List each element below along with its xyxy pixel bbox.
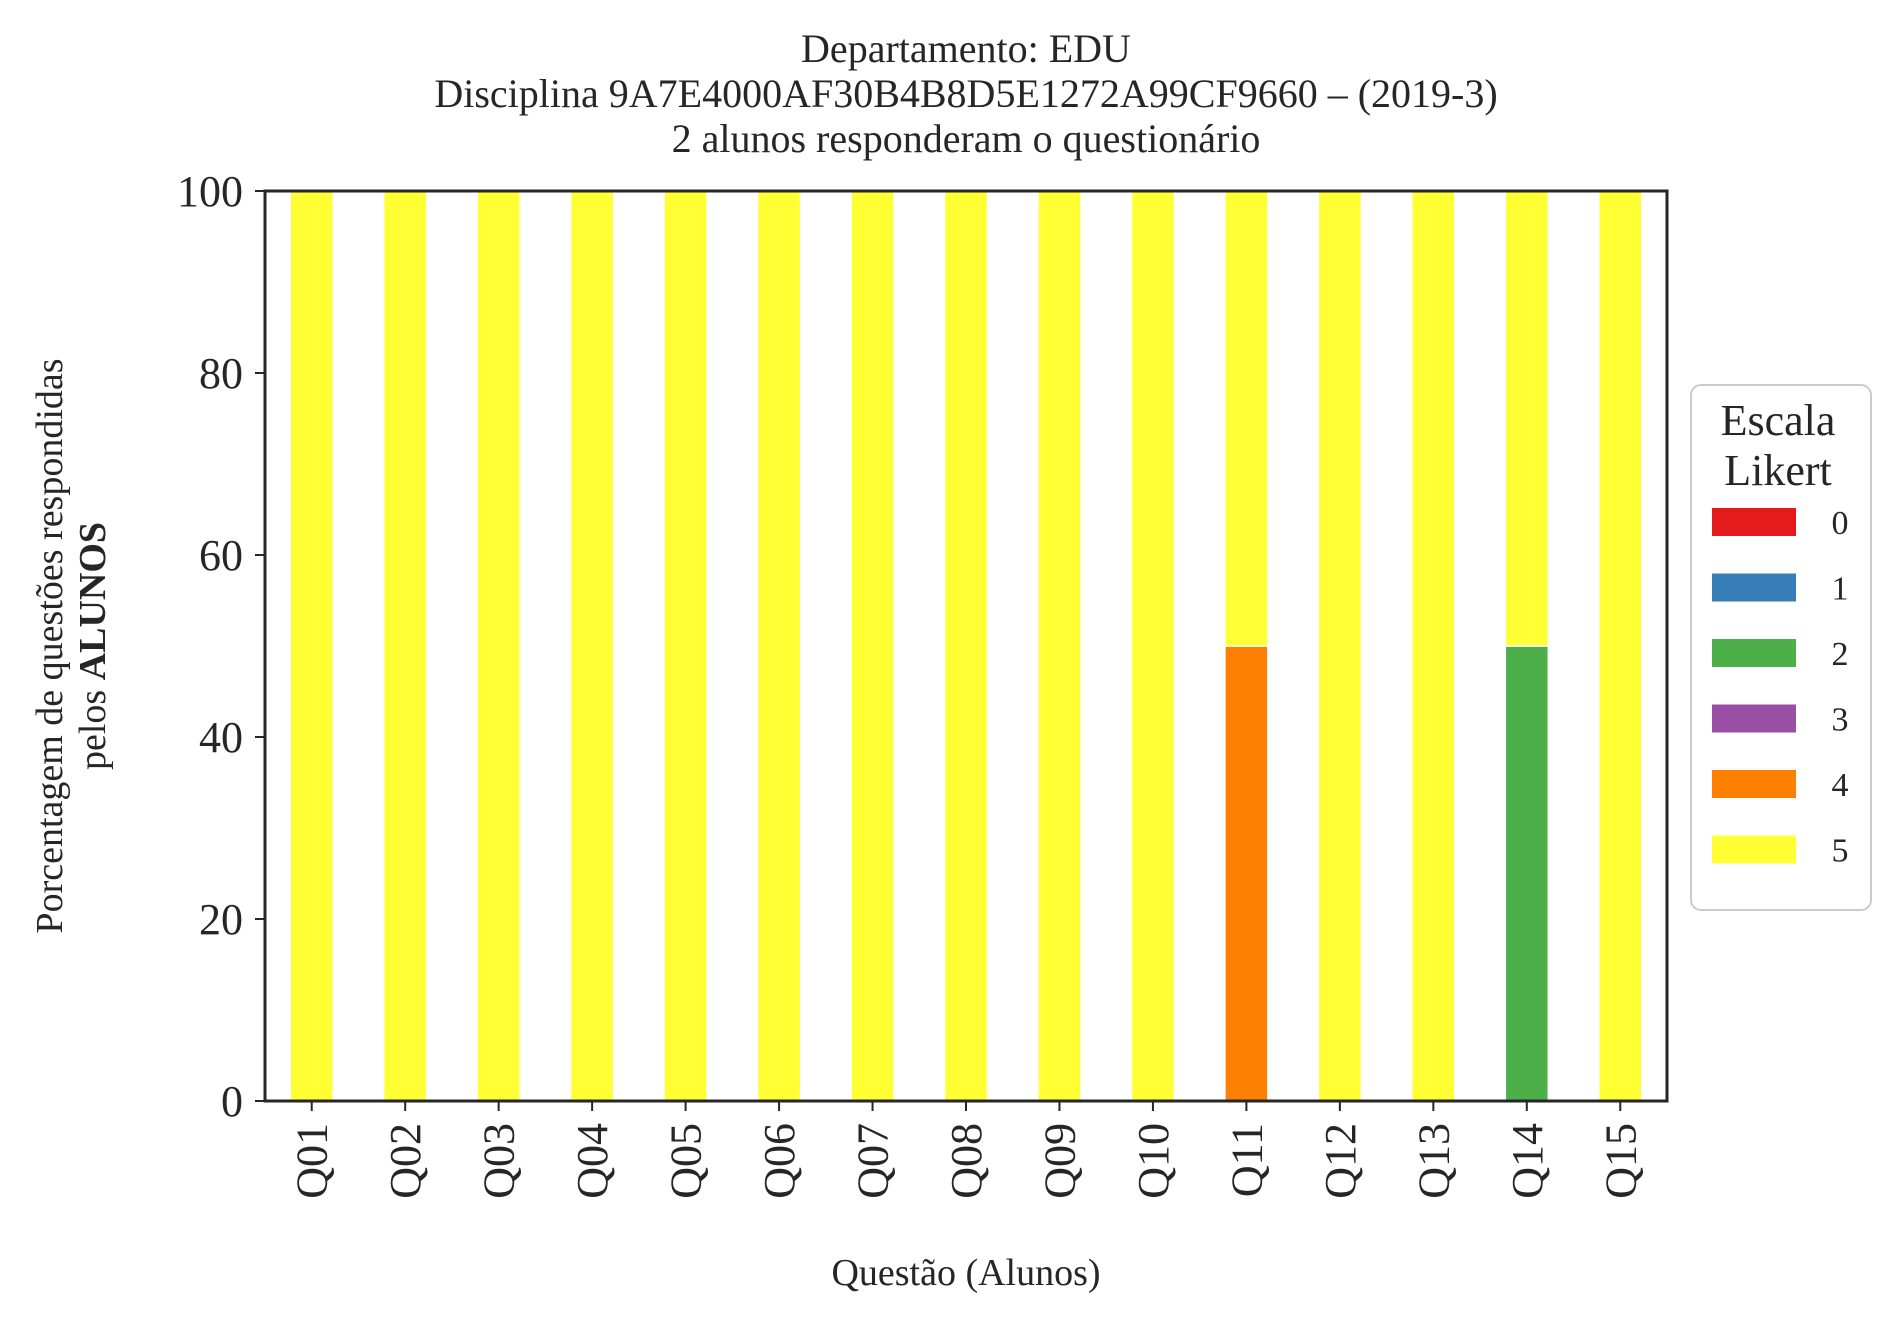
legend-label-5: 5	[1832, 833, 1849, 870]
legend-items: 0 1 2 3 4 5	[1712, 505, 1849, 870]
legend-title-line1: Escala	[1721, 396, 1836, 445]
bar-q11-likert-5	[1224, 190, 1269, 647]
bar-q04-likert-5	[569, 190, 615, 1102]
y-tick-label-20: 20	[199, 895, 243, 944]
x-axis-label: Questão (Alunos)	[831, 1252, 1100, 1294]
y-axis-ticks: 0 20 40 60 80 100	[177, 167, 265, 1126]
x-tick-label-q15: Q15	[1596, 1123, 1645, 1199]
legend-label-0: 0	[1832, 505, 1849, 542]
legend-label-4: 4	[1832, 767, 1849, 804]
legend-swatch-3	[1712, 704, 1796, 733]
bar-q13-likert-5	[1411, 190, 1456, 1102]
x-axis-ticks: Q01 Q02 Q03 Q04 Q05 Q06 Q07 Q08 Q09 Q10 Q11 Q12 Q13 Q…	[288, 1101, 1645, 1199]
bar-q02-likert-5	[382, 190, 428, 1102]
legend-label-2: 2	[1832, 636, 1849, 673]
bar-q10-likert-5	[1130, 190, 1176, 1102]
legend-swatch-5	[1712, 835, 1796, 864]
legend-swatch-0	[1712, 508, 1796, 536]
y-axis-label-line2: pelos ALUNOS	[72, 522, 114, 770]
chart-title-line-2: Disciplina 9A7E4000AF30B4B8D5E1272A99CF9…	[434, 71, 1497, 116]
x-tick-label-q03: Q03	[475, 1123, 524, 1199]
y-axis-label: Porcentagem de questões respondidas pelo…	[29, 358, 114, 933]
y-axis-label-line1: Porcentagem de questões respondidas	[29, 358, 71, 933]
bar-q14-likert-2	[1504, 645, 1550, 1102]
y-axis-label-bold: ALUNOS	[72, 522, 114, 680]
legend-title-line2: Likert	[1724, 446, 1832, 495]
x-tick-label-q07: Q07	[849, 1123, 898, 1199]
x-tick-label-q10: Q10	[1129, 1123, 1178, 1199]
y-axis-label-prefix: pelos	[72, 680, 114, 770]
x-tick-label-q06: Q06	[755, 1123, 804, 1199]
bars	[289, 190, 1643, 1102]
x-tick-label-q11: Q11	[1222, 1123, 1271, 1197]
bar-q01-likert-5	[289, 190, 334, 1102]
bar-q15-likert-5	[1598, 190, 1643, 1102]
y-tick-label-0: 0	[221, 1077, 243, 1126]
legend-swatch-4	[1712, 770, 1796, 798]
chart-title-line-3: 2 alunos responderam o questionário	[672, 116, 1261, 161]
bar-q14-likert-5	[1504, 190, 1550, 647]
x-tick-label-q14: Q14	[1503, 1123, 1552, 1199]
x-tick-label-q01: Q01	[288, 1123, 337, 1199]
x-tick-label-q08: Q08	[942, 1123, 991, 1199]
bar-q07-likert-5	[850, 190, 895, 1102]
y-tick-label-60: 60	[199, 531, 243, 580]
bar-q11-likert-4	[1224, 645, 1269, 1102]
bar-q12-likert-5	[1317, 190, 1363, 1102]
x-tick-label-q13: Q13	[1409, 1123, 1458, 1199]
x-tick-label-q02: Q02	[381, 1123, 430, 1199]
x-tick-label-q09: Q09	[1035, 1123, 1084, 1199]
legend-label-3: 3	[1832, 702, 1849, 739]
legend-swatch-2	[1712, 639, 1796, 667]
bar-q03-likert-5	[476, 190, 521, 1102]
x-tick-label-q12: Q12	[1316, 1123, 1365, 1199]
y-tick-label-80: 80	[199, 349, 243, 398]
legend: Escala Likert 0 1 2 3 4 5	[1690, 384, 1872, 911]
bar-q06-likert-5	[756, 190, 802, 1102]
x-tick-label-q05: Q05	[662, 1123, 711, 1199]
chart-title-line-1: Departamento: EDU	[801, 26, 1131, 71]
bar-q09-likert-5	[1037, 190, 1082, 1102]
bar-q05-likert-5	[663, 190, 708, 1102]
legend-swatch-1	[1712, 573, 1796, 602]
y-tick-label-40: 40	[199, 713, 243, 762]
bar-q08-likert-5	[943, 190, 989, 1102]
y-tick-label-100: 100	[177, 167, 243, 216]
x-tick-label-q04: Q04	[568, 1123, 617, 1199]
legend-label-1: 1	[1832, 571, 1849, 608]
